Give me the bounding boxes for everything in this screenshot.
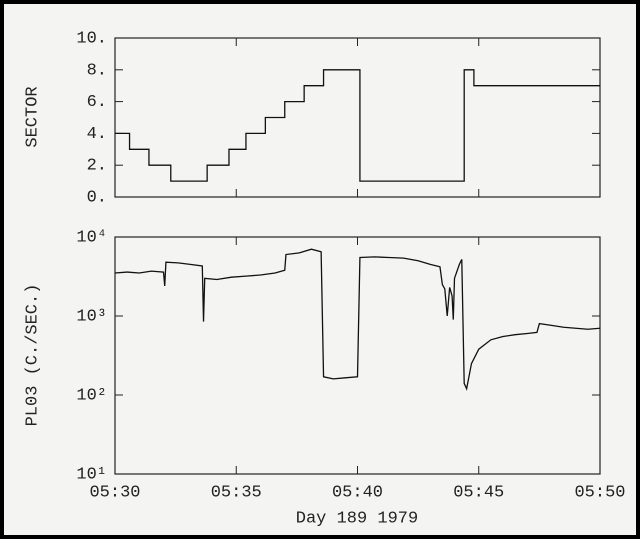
y-tick-label: 10⁴ [76,228,107,247]
y-tick-label: 2. [87,157,107,176]
y-axis-label: PL03 (C./SEC.) [23,284,42,427]
x-tick-label: 05:35 [211,483,262,502]
y-axis-label: SECTOR [23,86,42,147]
y-tick-label: 0. [87,188,107,207]
x-axis-label: Day 189 1979 [296,509,418,528]
x-tick-label: 05:45 [453,483,504,502]
y-tick-label: 10¹ [76,465,107,484]
y-tick-label: 4. [87,125,107,144]
data-line [114,248,601,391]
y-tick-label: 10² [76,386,107,405]
y-tick-label: 6. [87,93,107,112]
y-tick-label: 10. [76,29,107,48]
x-tick-label: 05:40 [332,483,383,502]
y-tick-label: 8. [87,61,107,80]
y-tick-label: 10³ [76,307,107,326]
x-tick-label: 05:30 [89,483,140,502]
data-line [115,69,600,182]
x-tick-label: 05:50 [574,483,625,502]
